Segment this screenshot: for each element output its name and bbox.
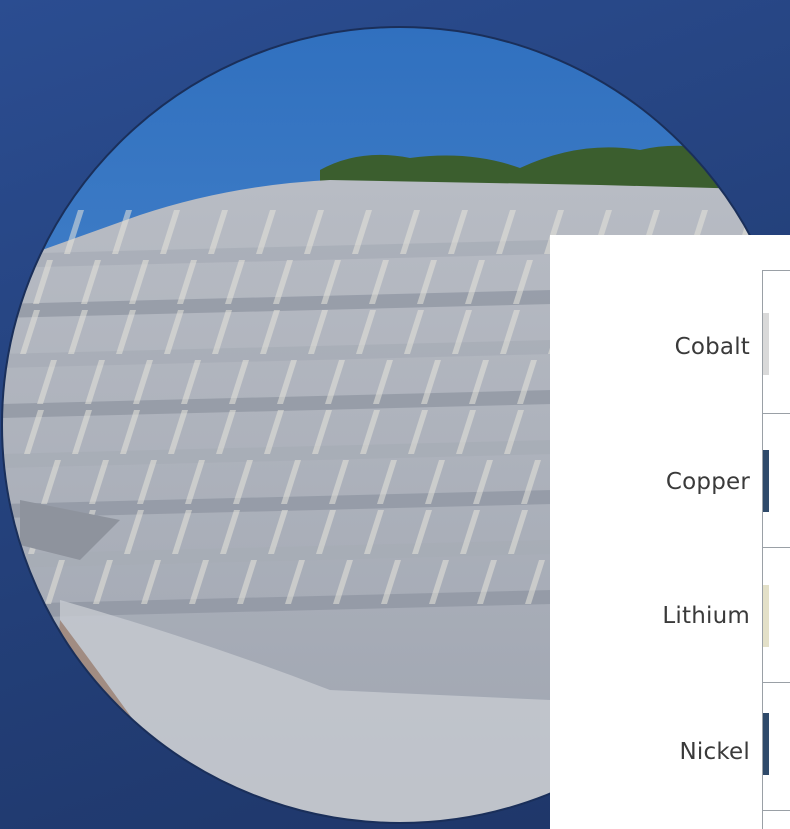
value-bar	[763, 313, 769, 375]
element-list-card: Cobalt Copper Lithium Nickel	[550, 235, 790, 829]
divider	[762, 547, 790, 548]
axis-line	[762, 270, 763, 829]
element-label-nickel: Nickel	[679, 739, 750, 765]
divider	[762, 810, 790, 811]
divider	[762, 270, 790, 271]
divider	[762, 682, 790, 683]
element-label-cobalt: Cobalt	[674, 334, 750, 360]
value-bar	[763, 450, 769, 512]
value-bar	[763, 585, 769, 647]
element-label-copper: Copper	[665, 469, 750, 495]
value-bar	[763, 713, 769, 775]
divider	[762, 413, 790, 414]
element-label-lithium: Lithium	[662, 603, 750, 629]
